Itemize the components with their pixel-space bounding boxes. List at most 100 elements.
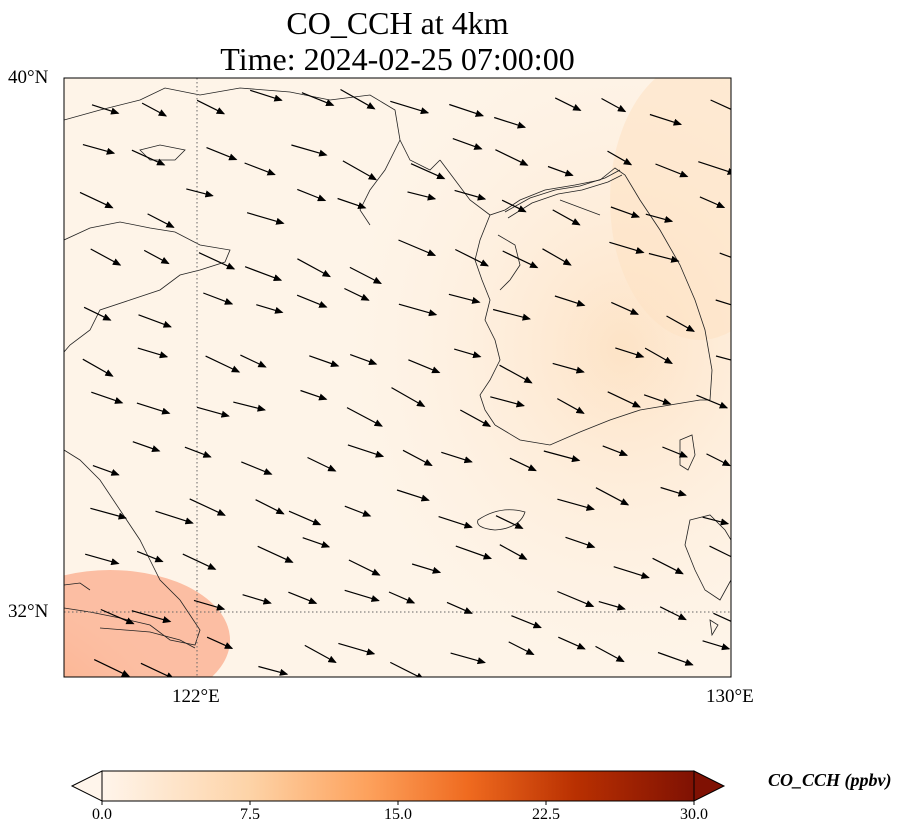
wind-arrow <box>601 97 627 113</box>
wind-arrow <box>402 449 433 467</box>
wind-arrow <box>644 347 673 364</box>
wind-arrow <box>407 191 437 201</box>
wind-arrow <box>140 662 175 677</box>
wind-arrow <box>390 661 425 677</box>
title-line-1: CO_CCH at 4km <box>286 5 509 41</box>
wind-arrow <box>83 306 112 321</box>
wind-arrow <box>349 354 378 366</box>
wind-arrow <box>455 248 489 267</box>
wind-arrow <box>490 396 525 408</box>
wind-arrow <box>240 354 267 368</box>
wind-arrow <box>709 545 731 558</box>
wind-arrow <box>410 163 446 180</box>
wind-arrow <box>494 116 527 129</box>
wind-arrow <box>649 113 683 126</box>
wind-arrow <box>131 149 166 166</box>
colorbar-tick-3: 22.5 <box>532 806 560 823</box>
wind-arrow <box>196 406 230 418</box>
wind-arrow <box>136 402 171 415</box>
wind-arrow <box>137 347 169 359</box>
wind-arrow <box>344 589 380 602</box>
colorbar-tick-2: 15.0 <box>384 806 412 823</box>
wind-arrow <box>398 239 437 256</box>
wind-arrow <box>288 591 318 604</box>
colorbar-tick-4: 30.0 <box>680 806 708 823</box>
wind-arrow <box>143 249 170 265</box>
wind-arrow <box>304 644 337 663</box>
wind-arrow <box>502 250 539 269</box>
wind-arrow <box>258 665 289 676</box>
colorbar-over-arrow <box>693 770 726 802</box>
wind-arrow <box>155 510 194 525</box>
wind-arrow <box>499 364 533 384</box>
wind-arrow <box>91 391 124 404</box>
wind-arrow <box>344 505 372 517</box>
wind-arrow <box>189 498 226 516</box>
gridlines <box>64 78 731 677</box>
wind-arrow <box>598 601 626 611</box>
colorbar-tick-1: 7.5 <box>240 806 260 823</box>
wind-arrow <box>702 640 731 651</box>
wind-arrow <box>554 295 586 307</box>
wind-arrow <box>291 144 328 157</box>
wind-arrow <box>198 252 236 270</box>
wind-arrow <box>511 615 542 629</box>
wind-arrow <box>136 550 164 563</box>
wind-arrow <box>206 636 234 649</box>
wind-arrow <box>699 196 726 209</box>
wind-arrow <box>602 445 629 457</box>
wind-arrow <box>441 451 473 464</box>
wind-arrow <box>307 456 337 472</box>
wind-arrow <box>698 161 731 175</box>
wind-arrow <box>495 515 524 529</box>
wind-arrow <box>702 516 730 526</box>
wind-arrow <box>91 104 120 115</box>
wind-arrow <box>246 212 285 225</box>
wind-arrow <box>715 355 731 361</box>
co-field <box>64 78 731 677</box>
wind-arrow <box>615 347 645 359</box>
wind-arrow <box>609 241 645 254</box>
coastlines <box>64 87 731 649</box>
wind-arrow <box>706 453 731 467</box>
wind-arrow <box>297 188 327 202</box>
wind-arrow <box>657 651 694 666</box>
colorbar-tick-0: 0.0 <box>92 806 112 823</box>
wind-arrow <box>391 387 426 407</box>
wind-arrow <box>340 88 376 110</box>
colorbar-label: CO_CCH (ppbv) <box>768 770 892 790</box>
wind-arrow <box>713 612 731 622</box>
wind-arrow <box>196 99 226 115</box>
wind-arrow <box>347 444 385 458</box>
wind-arrow <box>595 645 625 663</box>
wind-arrow <box>643 394 672 405</box>
wind-arrow <box>411 563 442 574</box>
wind-arrow <box>607 150 633 166</box>
wind-arrow <box>131 610 172 624</box>
wind-arrow <box>92 465 120 476</box>
wind-arrow <box>288 510 322 526</box>
wind-arrow <box>93 659 131 677</box>
lon-label-122e: 122°E <box>172 686 220 707</box>
wind-arrow <box>499 544 528 560</box>
lat-label-40n: 40°N <box>8 67 49 88</box>
wind-arrow <box>85 553 120 566</box>
wind-arrow <box>141 102 168 117</box>
wind-arrow <box>454 189 487 201</box>
wind-arrow <box>452 138 483 150</box>
wind-arrow <box>244 266 283 282</box>
wind-arrow <box>648 252 680 263</box>
wind-arrow <box>557 398 585 414</box>
wind-arrow <box>256 304 284 314</box>
wind-arrow <box>655 163 689 178</box>
wind-arrow <box>100 608 135 625</box>
wind-arrow <box>557 498 595 511</box>
wind-arrow <box>390 100 430 115</box>
wind-arrow <box>455 545 493 560</box>
wind-vectors <box>79 88 731 677</box>
wind-arrow <box>595 487 630 506</box>
wind-arrow <box>554 97 582 111</box>
wind-arrow <box>509 457 537 472</box>
wind-arrow <box>659 606 687 621</box>
